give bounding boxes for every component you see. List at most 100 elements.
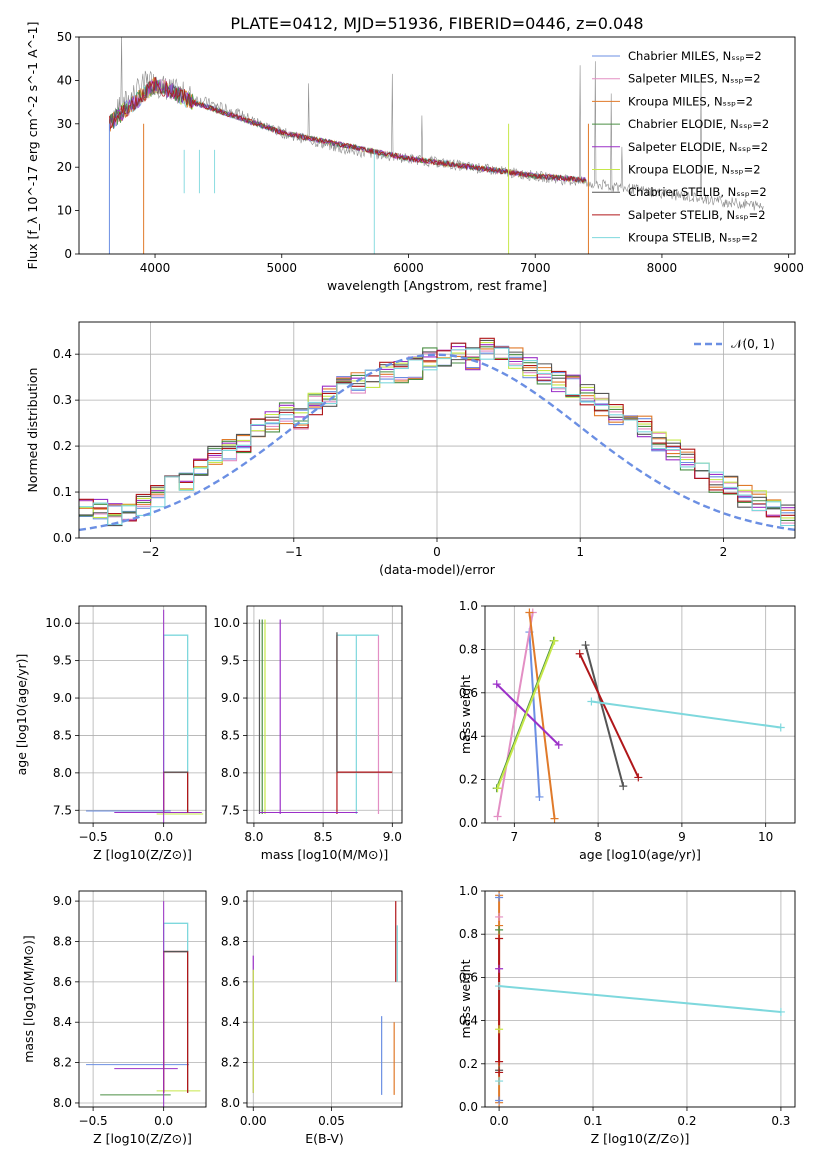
axes-frame bbox=[484, 605, 796, 824]
plot-area bbox=[485, 891, 795, 1107]
data-point-marker bbox=[495, 1068, 504, 1077]
y-tick-label: 8.0 bbox=[53, 766, 72, 780]
data-point-marker bbox=[550, 814, 559, 823]
y-tick-label: 0.4 bbox=[459, 1014, 478, 1028]
x-tick-label: 2 bbox=[720, 545, 728, 559]
x-axis-label: Z [log10(Z/Z⊙)] bbox=[93, 847, 192, 862]
x-tick-label: −1 bbox=[285, 545, 303, 559]
data-point-marker bbox=[575, 649, 584, 658]
y-tick-label: 10.0 bbox=[213, 616, 240, 630]
step-outline bbox=[163, 634, 189, 813]
x-axis-label: Z [log10(Z/Z⊙)] bbox=[93, 1131, 192, 1146]
data-point-marker bbox=[634, 773, 643, 782]
data-point-marker bbox=[587, 697, 596, 706]
x-tick-label: 0.0 bbox=[490, 1114, 509, 1128]
y-tick-label: 1.0 bbox=[459, 884, 478, 898]
data-point-marker bbox=[493, 812, 502, 821]
weight-segment bbox=[591, 700, 781, 729]
data-point-marker bbox=[495, 893, 504, 902]
axes-frame bbox=[78, 605, 207, 824]
data-point-marker bbox=[581, 641, 590, 650]
y-axis-label: mass weight bbox=[458, 675, 473, 754]
y-tick-label: 50 bbox=[57, 30, 72, 44]
x-tick-label: 0.3 bbox=[771, 1114, 790, 1128]
data-point-marker bbox=[495, 1096, 504, 1105]
x-tick-label: 7000 bbox=[520, 261, 551, 275]
y-tick-label: 8.2 bbox=[221, 1056, 240, 1070]
data-point-marker bbox=[495, 912, 504, 921]
y-tick-label: 0.4 bbox=[459, 729, 478, 743]
y-tick-label: 7.5 bbox=[221, 803, 240, 817]
weight-segment bbox=[496, 683, 560, 746]
y-tick-label: 8.8 bbox=[53, 934, 72, 948]
y-tick-label: 9.0 bbox=[53, 691, 72, 705]
y-tick-label: 9.0 bbox=[221, 894, 240, 908]
y-tick-label: 8.5 bbox=[53, 728, 72, 742]
axes-frame bbox=[484, 890, 796, 1108]
x-axis-label: E(B-V) bbox=[305, 1131, 344, 1146]
x-tick-label: 8000 bbox=[647, 261, 678, 275]
x-tick-label: −0.5 bbox=[79, 830, 108, 844]
axes-frame bbox=[78, 890, 207, 1108]
x-tick-label: 7 bbox=[511, 830, 519, 844]
data-point-marker bbox=[495, 934, 504, 943]
y-axis-label: age [log10(age/yr)] bbox=[14, 654, 29, 776]
x-tick-label: 8.5 bbox=[314, 830, 333, 844]
y-tick-label: 10.0 bbox=[45, 616, 72, 630]
legend-label: 𝒩(0, 1) bbox=[731, 337, 775, 351]
y-tick-label: 8.6 bbox=[53, 975, 72, 989]
normal-curve bbox=[79, 353, 795, 532]
plot-area bbox=[247, 891, 402, 1107]
model-spectrum-line bbox=[109, 76, 587, 183]
y-tick-label: 10 bbox=[57, 204, 72, 218]
x-axis-label: wavelength [Angstrom, rest frame] bbox=[327, 278, 547, 293]
step-outline bbox=[163, 922, 189, 1093]
plot-area bbox=[79, 606, 206, 823]
y-tick-label: 7.5 bbox=[53, 803, 72, 817]
y-tick-label: 0.6 bbox=[459, 970, 478, 984]
y-tick-label: 30 bbox=[57, 117, 72, 131]
x-tick-label: 0.2 bbox=[677, 1114, 696, 1128]
y-tick-label: 0.0 bbox=[459, 816, 478, 830]
legend-label: Salpeter MILES, Nₛₛₚ=2 bbox=[628, 72, 761, 86]
axes-frame bbox=[78, 321, 796, 539]
data-point-marker bbox=[554, 740, 563, 749]
weight-segment bbox=[498, 985, 782, 1013]
y-tick-label: 20 bbox=[57, 160, 72, 174]
y-tick-label: 9.0 bbox=[53, 894, 72, 908]
x-tick-label: 8.0 bbox=[244, 830, 263, 844]
data-point-marker bbox=[495, 1077, 504, 1086]
y-tick-label: 9.5 bbox=[53, 654, 72, 668]
y-tick-label: 0.8 bbox=[459, 927, 478, 941]
data-point-marker bbox=[535, 792, 544, 801]
plot-area bbox=[79, 891, 206, 1107]
x-tick-label: 8 bbox=[594, 830, 602, 844]
data-point-marker bbox=[525, 608, 534, 617]
plot-area bbox=[485, 606, 795, 823]
data-spectrum-line bbox=[109, 37, 764, 211]
y-tick-label: 8.4 bbox=[221, 1015, 240, 1029]
axes-frame bbox=[78, 36, 796, 255]
data-point-marker bbox=[550, 636, 559, 645]
x-tick-label: 1 bbox=[576, 545, 584, 559]
data-point-marker bbox=[493, 784, 502, 793]
x-axis-label: age [log10(age/yr)] bbox=[579, 847, 701, 862]
x-axis-label: mass [log10(M/M⊙)] bbox=[261, 847, 389, 862]
weight-segment bbox=[584, 644, 625, 787]
weight-segment bbox=[496, 640, 556, 789]
data-point-marker bbox=[495, 1025, 504, 1034]
y-tick-label: 8.6 bbox=[221, 975, 240, 989]
model-spectrum-line bbox=[109, 76, 587, 184]
data-point-marker bbox=[495, 925, 504, 934]
data-point-marker bbox=[776, 723, 785, 732]
y-tick-label: 9.0 bbox=[221, 691, 240, 705]
x-tick-label: 9 bbox=[678, 830, 686, 844]
y-axis-label: mass weight bbox=[458, 959, 473, 1038]
x-tick-label: 0.1 bbox=[583, 1114, 602, 1128]
y-tick-label: 0 bbox=[64, 247, 72, 261]
y-tick-label: 0.2 bbox=[459, 773, 478, 787]
y-tick-label: 8.0 bbox=[221, 766, 240, 780]
data-point-marker bbox=[495, 964, 504, 973]
axes-frame bbox=[246, 605, 403, 824]
